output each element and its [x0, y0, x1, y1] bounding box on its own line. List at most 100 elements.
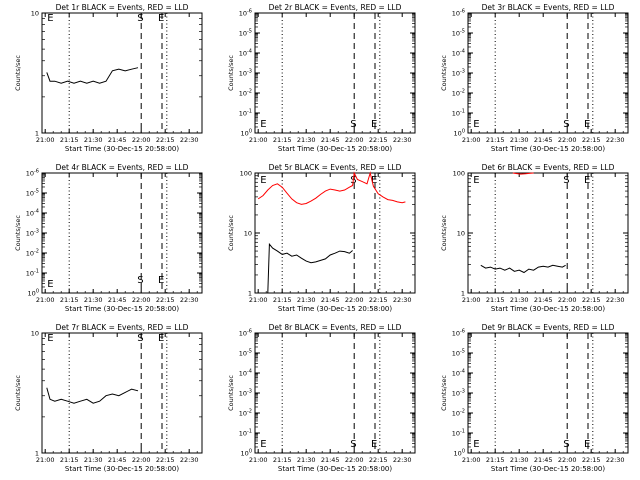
y-axis-label: Counts/sec: [14, 215, 22, 251]
x-tick-label: 21:15: [486, 136, 505, 144]
x-tick-label: 21:30: [84, 456, 103, 464]
x-tick-label: 21:00: [36, 456, 55, 464]
y-tick-label: 100: [453, 170, 465, 178]
y-tick-label: 10-1: [26, 269, 39, 278]
panel-det-3r: Det 3r BLACK = Events, RED = LLD Counts/s…: [440, 3, 629, 153]
marker-label-S: S: [563, 439, 569, 450]
plot-frame: [254, 12, 416, 134]
panel-det-5r: Det 5r BLACK = Events, RED = LLD Counts/s…: [227, 163, 416, 313]
y-tick-label: 10-3: [26, 229, 39, 238]
x-tick-label: 22:00: [132, 296, 151, 304]
x-tick-label: 21:15: [60, 136, 79, 144]
marker-label-S: S: [563, 175, 569, 186]
y-tick-label: 10-2: [239, 89, 252, 98]
y-tick-label: 100: [240, 170, 252, 178]
series-events: [267, 242, 353, 294]
y-tick-label: 10-6: [26, 169, 39, 178]
x-axis-label: Start Time (30-Dec-15 20:58:00): [278, 305, 392, 313]
y-tick-label: 100: [241, 129, 252, 138]
plot-frame: [41, 172, 203, 294]
marker-label-E: E: [473, 175, 479, 186]
x-tick-label: 22:15: [156, 456, 175, 464]
y-tick-label: 10: [31, 330, 39, 338]
x-tick-label: 22:30: [393, 296, 412, 304]
x-tick-label: 21:30: [510, 136, 529, 144]
y-tick-label: 10-4: [452, 49, 465, 58]
x-tick-label: 22:00: [558, 136, 577, 144]
y-tick-label: 10-1: [239, 429, 252, 438]
y-tick-label: 1: [35, 450, 39, 458]
x-tick-label: 22:00: [132, 136, 151, 144]
x-tick-label: 21:15: [273, 296, 292, 304]
marker-label-E: E: [260, 175, 266, 186]
x-tick-label: 22:00: [132, 456, 151, 464]
x-tick-label: 21:15: [273, 456, 292, 464]
x-tick-label: 22:15: [369, 296, 388, 304]
y-tick-label: 10-1: [239, 109, 252, 118]
marker-label-S: S: [350, 119, 356, 130]
y-tick-label: 100: [28, 289, 39, 298]
x-axis-label: Start Time (30-Dec-15 20:58:00): [278, 145, 392, 153]
x-tick-label: 22:15: [369, 136, 388, 144]
x-tick-label: 22:30: [393, 136, 412, 144]
panel-title: Det 4r BLACK = Events, RED = LLD: [56, 163, 189, 172]
series-events: [46, 387, 139, 404]
x-tick-label: 21:00: [462, 136, 481, 144]
plot-frame: [254, 172, 416, 294]
y-axis-label: Counts/sec: [440, 215, 448, 251]
x-axis-label: Start Time (30-Dec-15 20:58:00): [65, 145, 179, 153]
marker-label-E: E: [260, 439, 266, 450]
y-tick-label: 10-6: [452, 329, 465, 338]
marker-label-E: E: [260, 119, 266, 130]
x-tick-label: 21:45: [108, 296, 127, 304]
marker-label-E: E: [47, 279, 53, 290]
y-tick-label: 10-5: [239, 349, 252, 358]
marker-label-E: E: [158, 275, 164, 286]
panel-title: Det 8r BLACK = Events, RED = LLD: [269, 323, 402, 332]
y-tick-label: 10-1: [452, 109, 465, 118]
y-tick-label: 10-5: [239, 29, 252, 38]
marker-label-E: E: [47, 333, 53, 344]
panel-title: Det 6r BLACK = Events, RED = LLD: [482, 163, 615, 172]
x-tick-label: 22:30: [606, 296, 625, 304]
y-tick-label: 10-3: [452, 389, 465, 398]
x-tick-label: 22:15: [369, 456, 388, 464]
y-axis-label: Counts/sec: [227, 215, 235, 251]
panel-det-8r: Det 8r BLACK = Events, RED = LLD Counts/s…: [227, 323, 416, 473]
series-events: [46, 67, 139, 84]
x-tick-label: 22:00: [558, 456, 577, 464]
x-tick-label: 21:00: [249, 296, 268, 304]
marker-label-E: E: [371, 439, 377, 450]
x-tick-label: 21:00: [36, 136, 55, 144]
x-tick-label: 22:15: [156, 136, 175, 144]
x-tick-label: 21:30: [510, 296, 529, 304]
x-tick-label: 21:45: [534, 136, 553, 144]
panel-det-9r: Det 9r BLACK = Events, RED = LLD Counts/s…: [440, 323, 629, 473]
y-tick-label: 1: [461, 290, 465, 298]
y-tick-label: 10-3: [239, 389, 252, 398]
panel-title: Det 3r BLACK = Events, RED = LLD: [482, 3, 615, 12]
panel-det-6r: Det 6r BLACK = Events, RED = LLD Counts/s…: [440, 163, 629, 313]
marker-label-E: E: [158, 13, 164, 24]
y-tick-label: 1: [35, 130, 39, 138]
x-tick-label: 21:00: [462, 296, 481, 304]
marker-label-E: E: [584, 439, 590, 450]
panel-title: Det 2r BLACK = Events, RED = LLD: [269, 3, 402, 12]
x-tick-label: 21:30: [84, 136, 103, 144]
marker-label-E: E: [158, 333, 164, 344]
x-tick-label: 22:30: [180, 296, 199, 304]
x-tick-label: 22:00: [345, 136, 364, 144]
y-tick-label: 10: [244, 230, 252, 238]
marker-label-E: E: [47, 13, 53, 24]
y-tick-label: 10-1: [452, 429, 465, 438]
y-axis-label: Counts/sec: [440, 375, 448, 411]
y-tick-label: 10-2: [239, 409, 252, 418]
y-tick-label: 100: [454, 129, 465, 138]
panel-det-7r: Det 7r BLACK = Events, RED = LLD Counts/s…: [14, 323, 203, 473]
y-tick-label: 10-5: [452, 29, 465, 38]
y-tick-label: 10-2: [452, 89, 465, 98]
x-tick-label: 22:00: [345, 456, 364, 464]
x-tick-label: 21:30: [297, 136, 316, 144]
plot-frame: [41, 332, 203, 454]
x-axis-label: Start Time (30-Dec-15 20:58:00): [491, 465, 605, 473]
